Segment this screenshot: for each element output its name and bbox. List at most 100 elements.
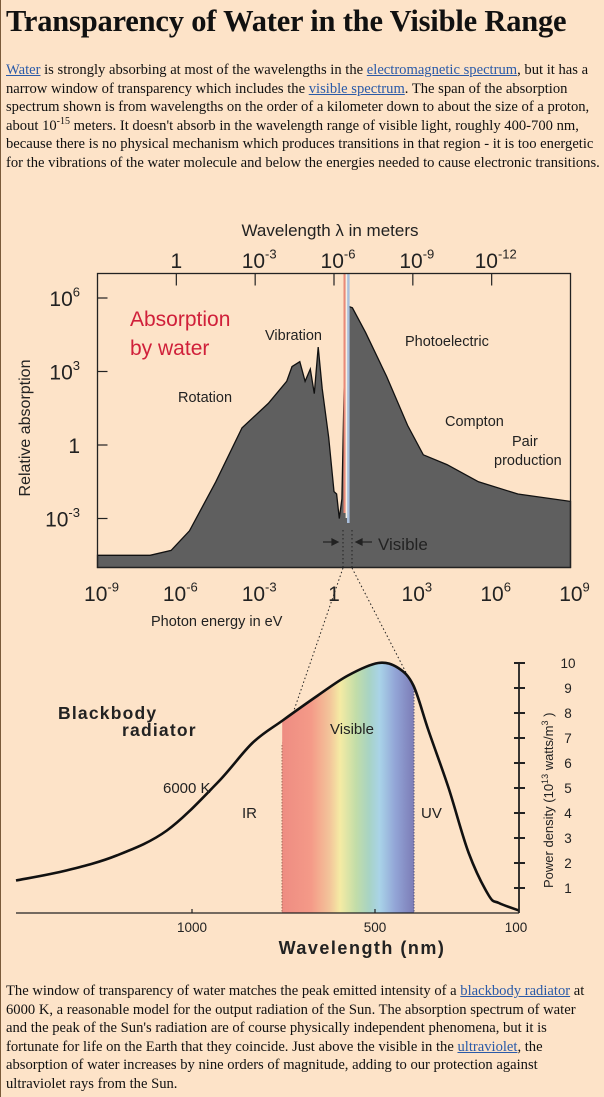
label-pair: Pair [512, 434, 538, 450]
chart-title-line1: Absorption [130, 308, 230, 331]
label-photoelectric: Photoelectric [405, 334, 489, 350]
x-tick-label-exp: -3 [265, 580, 277, 595]
power-tick-label: 10 [560, 656, 575, 671]
y-tick-label-exp: -3 [68, 505, 80, 520]
top-axis-ticks: 1 10-3 10-6 10-9 10-12 [170, 247, 517, 286]
y-tick-label: 10-3 [45, 505, 80, 531]
label-uv: UV [421, 805, 442, 822]
link-blackbody-radiator[interactable]: blackbody radiator [460, 983, 571, 999]
text: , but it has a narrow window of transpar… [6, 62, 589, 97]
page-title: Transparency of Water in the Visible Ran… [6, 4, 567, 38]
blackbody-curve [15, 661, 520, 912]
x-axis-label: Photon energy in eV [151, 614, 283, 630]
y-tick-label: 1 [68, 435, 80, 458]
blackbody-title-line1: Blackbody [58, 703, 157, 723]
wavelength-tick-label: 100 [505, 920, 528, 935]
text: , the absorption of water increases by n… [6, 1038, 543, 1092]
x-tick-label-exp: -9 [107, 580, 119, 595]
visible-white-line [345, 273, 348, 518]
x-tick-label-exp: 9 [583, 580, 590, 595]
plot-frame [96, 272, 572, 569]
ylabel-pre: Power density (10 [541, 784, 556, 888]
top-tick-label: 10-6 [321, 247, 356, 273]
x-tick-label-base: 10 [559, 583, 582, 606]
visible-spectrum-band [282, 662, 414, 913]
text: is strongly absorbing at most of the wav… [40, 62, 367, 78]
exponent: -15 [56, 115, 71, 127]
y-tick-label-base: 10 [45, 509, 68, 532]
x-tick-label: 109 [559, 580, 590, 606]
x-tick-label-base: 10 [242, 583, 265, 606]
label-production: production [494, 453, 562, 469]
link-ultraviolet[interactable]: ultraviolet [457, 1038, 518, 1055]
visible-red-line [343, 273, 347, 513]
y-tick-label-base: 10 [49, 288, 72, 311]
x-tick-label: 10-9 [84, 580, 119, 606]
visible-blue-line [347, 273, 350, 523]
power-tick-label: 6 [564, 756, 572, 771]
ylabel-sup: 13 [540, 774, 550, 784]
intro-paragraph: Water is strongly absorbing at most of t… [6, 61, 600, 173]
x-tick-label-base: 10 [402, 583, 425, 606]
top-tick-label-base: 10 [399, 250, 422, 273]
x-tick-label: 106 [480, 580, 511, 606]
top-tick-label-exp: -9 [423, 247, 435, 262]
y-tick-label-exp: 3 [73, 358, 80, 373]
power-tick-label: 4 [564, 806, 572, 821]
y-axis-label: Relative absorption [17, 360, 34, 497]
link-electromagnetic-spectrum[interactable]: electromagnetic spectrum [366, 62, 518, 78]
x-tick-label: 103 [402, 580, 433, 606]
power-tick-label: 3 [564, 831, 572, 846]
label-6000k: 6000 K [163, 780, 211, 797]
absorption-chart: Wavelength λ in meters 1 10-3 10-6 10-9 10-1… [17, 221, 590, 746]
text: meters. It doesn't absorb in the wavelen… [6, 117, 600, 171]
ylabel-sup2: 3 [540, 721, 550, 726]
top-tick-label: 10-12 [475, 247, 517, 273]
top-tick-label: 1 [170, 250, 182, 273]
link-water[interactable]: Water [6, 62, 41, 78]
top-axis-label: Wavelength λ in meters [242, 221, 419, 240]
text: The window of transparency of water matc… [6, 983, 461, 999]
top-tick-label-exp: -12 [498, 247, 517, 262]
top-tick-label-exp: -3 [265, 247, 277, 262]
text: at 6000 K, a reasonable model for the ou… [6, 983, 585, 1055]
power-tick-label: 5 [564, 781, 572, 796]
bottom-axis-ticks: 10-9 10-6 10-3 1 103 106 109 [84, 557, 590, 606]
top-tick-label-base: 10 [242, 250, 265, 273]
x-tick-label: 1 [328, 583, 340, 606]
text: . The span of the absorption spectrum sh… [6, 80, 590, 134]
chart-title-line2: by water [130, 337, 209, 360]
top-tick-label: 10-9 [399, 247, 434, 273]
x-tick-label-base: 10 [480, 583, 503, 606]
x-tick-label-base: 10 [84, 583, 107, 606]
top-tick-label-base: 10 [321, 250, 344, 273]
power-tick-label: 7 [564, 731, 572, 746]
wavelength-tick-label: 1000 [177, 920, 207, 935]
power-axis-ticks: 1 2 3 4 5 6 7 8 9 10 [514, 656, 576, 896]
ylabel-post: ) [541, 713, 556, 721]
x-tick-label-exp: 3 [425, 580, 432, 595]
top-tick-label: 10-3 [242, 247, 277, 273]
wavelength-tick-label: 500 [364, 920, 387, 935]
link-visible-spectrum[interactable]: visible spectrum [308, 80, 405, 97]
power-tick-label: 1 [564, 881, 572, 896]
wavelength-axis-label: Wavelength (nm) [279, 938, 446, 958]
top-tick-label-exp: -6 [344, 247, 356, 262]
power-tick-label: 9 [564, 681, 572, 696]
x-tick-label-exp: 6 [504, 580, 511, 595]
conclusion-paragraph: The window of transparency of water matc… [6, 982, 600, 1094]
visible-arrows [323, 538, 372, 546]
absorption-area [96, 304, 572, 569]
y-tick-label: 106 [49, 285, 80, 311]
power-axis-label: Power density (1013 watts/m3 ) [540, 713, 556, 888]
y-tick-label-exp: 6 [73, 285, 80, 300]
y-tick-label: 103 [49, 358, 80, 384]
label-vibration: Vibration [265, 328, 322, 344]
y-tick-label-base: 1 [68, 435, 80, 458]
y-tick-label-base: 10 [49, 362, 72, 385]
label-visible: Visible [330, 721, 374, 738]
label-visible-window: Visible [378, 535, 428, 554]
